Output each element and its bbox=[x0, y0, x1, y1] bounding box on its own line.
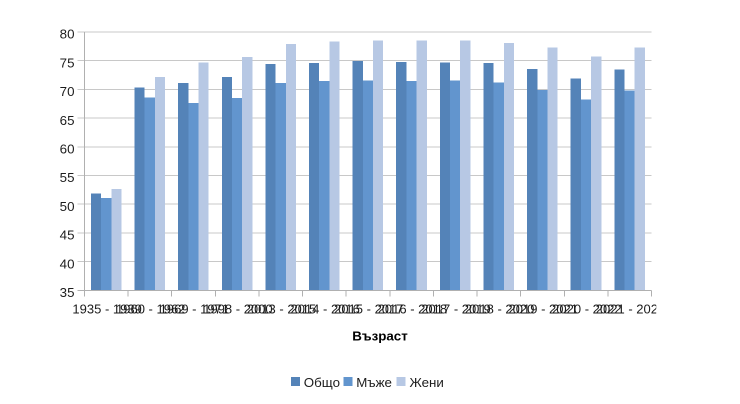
svg-text:1969 - 1971: 1969 - 1971 bbox=[160, 301, 229, 316]
svg-text:2015 - 2017: 2015 - 2017 bbox=[334, 301, 403, 316]
svg-text:2018 - 2020: 2018 - 2020 bbox=[465, 301, 534, 316]
svg-text:Мъже: Мъже bbox=[356, 375, 392, 390]
svg-text:60: 60 bbox=[60, 142, 75, 157]
svg-text:45: 45 bbox=[60, 228, 75, 243]
svg-text:1998 - 2000: 1998 - 2000 bbox=[203, 301, 272, 316]
svg-text:40: 40 bbox=[60, 256, 75, 271]
svg-text:50: 50 bbox=[60, 199, 75, 214]
svg-text:75: 75 bbox=[60, 55, 75, 70]
svg-text:2014 - 2016: 2014 - 2016 bbox=[290, 301, 359, 316]
svg-text:80: 80 bbox=[60, 27, 75, 42]
svg-text:Жени: Жени bbox=[410, 375, 444, 390]
svg-text:2019 - 2021: 2019 - 2021 bbox=[509, 301, 578, 316]
svg-text:2013 - 2015: 2013 - 2015 bbox=[247, 301, 316, 316]
svg-text:2017 - 2019: 2017 - 2019 bbox=[421, 301, 490, 316]
svg-text:2020 - 2022: 2020 - 2022 bbox=[552, 301, 621, 316]
svg-text:70: 70 bbox=[60, 84, 75, 99]
svg-text:1960 - 1962: 1960 - 1962 bbox=[116, 301, 185, 316]
svg-text:2016 - 2018: 2016 - 2018 bbox=[378, 301, 447, 316]
svg-text:Общо: Общо bbox=[304, 375, 340, 390]
svg-text:55: 55 bbox=[60, 170, 75, 185]
svg-text:2021 - 2023: 2021 - 2023 bbox=[596, 301, 665, 316]
svg-text:Възраст: Възраст bbox=[352, 329, 408, 344]
svg-text:1935 - 1939: 1935 - 1939 bbox=[72, 301, 141, 316]
svg-text:35: 35 bbox=[60, 285, 75, 300]
svg-text:65: 65 bbox=[60, 113, 75, 128]
